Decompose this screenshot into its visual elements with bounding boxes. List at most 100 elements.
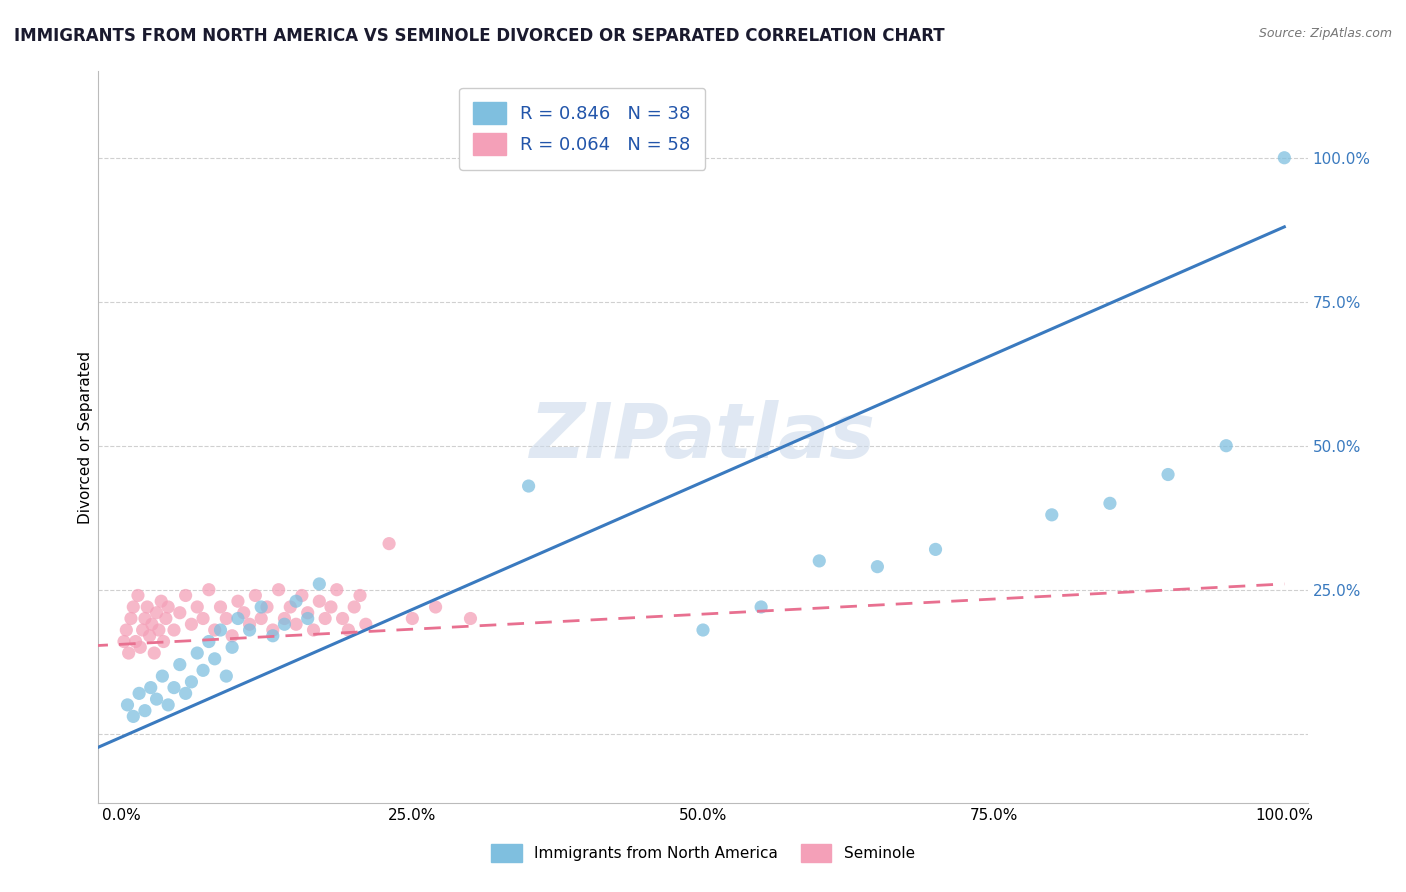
Point	[117, 698, 139, 712]
Y-axis label: Divorced or Separated: Divorced or Separated	[77, 351, 93, 524]
Point	[186, 599, 208, 614]
Point	[204, 623, 226, 637]
Point	[267, 582, 290, 597]
Point	[302, 623, 325, 637]
Point	[262, 629, 284, 643]
Point	[262, 623, 284, 637]
Point	[124, 634, 146, 648]
Point	[285, 594, 308, 608]
Point	[112, 634, 135, 648]
Point	[180, 617, 202, 632]
Point	[134, 704, 156, 718]
Point	[924, 542, 946, 557]
Point	[226, 611, 249, 625]
Point	[131, 623, 153, 637]
Point	[297, 611, 319, 625]
Point	[155, 611, 177, 625]
Point	[226, 594, 249, 608]
Point	[118, 646, 141, 660]
Point	[256, 599, 278, 614]
Point	[150, 669, 173, 683]
Point	[128, 686, 150, 700]
Point	[180, 674, 202, 689]
Point	[150, 594, 173, 608]
Point	[319, 599, 342, 614]
Point	[143, 646, 166, 660]
Point	[239, 617, 262, 632]
Point	[120, 611, 142, 625]
Legend: Immigrants from North America, Seminole: Immigrants from North America, Seminole	[485, 838, 921, 868]
Point	[215, 669, 238, 683]
Point	[129, 640, 152, 655]
Point	[273, 611, 295, 625]
Point	[1040, 508, 1063, 522]
Text: IMMIGRANTS FROM NORTH AMERICA VS SEMINOLE DIVORCED OR SEPARATED CORRELATION CHAR: IMMIGRANTS FROM NORTH AMERICA VS SEMINOL…	[14, 27, 945, 45]
Point	[273, 617, 295, 632]
Point	[145, 606, 167, 620]
Point	[221, 640, 243, 655]
Point	[866, 559, 889, 574]
Point	[215, 611, 238, 625]
Point	[401, 611, 423, 625]
Point	[209, 623, 232, 637]
Point	[174, 686, 197, 700]
Text: ZIPatlas: ZIPatlas	[530, 401, 876, 474]
Point	[378, 536, 401, 550]
Point	[157, 698, 180, 712]
Point	[343, 599, 366, 614]
Point	[332, 611, 354, 625]
Point	[122, 709, 145, 723]
Point	[136, 599, 159, 614]
Point	[314, 611, 336, 625]
Point	[239, 623, 262, 637]
Point	[297, 606, 319, 620]
Point	[186, 646, 208, 660]
Point	[198, 634, 221, 648]
Point	[169, 657, 191, 672]
Point	[349, 589, 371, 603]
Point	[232, 606, 254, 620]
Point	[163, 623, 186, 637]
Point	[354, 617, 377, 632]
Point	[209, 599, 232, 614]
Point	[191, 611, 214, 625]
Point	[285, 617, 308, 632]
Point	[198, 582, 221, 597]
Point	[245, 589, 267, 603]
Point	[1157, 467, 1180, 482]
Point	[250, 599, 273, 614]
Point	[191, 663, 214, 677]
Point	[291, 589, 314, 603]
Point	[157, 599, 180, 614]
Point	[326, 582, 349, 597]
Text: Source: ZipAtlas.com: Source: ZipAtlas.com	[1258, 27, 1392, 40]
Point	[278, 599, 301, 614]
Point	[148, 623, 170, 637]
Point	[1272, 151, 1295, 165]
Point	[808, 554, 831, 568]
Point	[308, 594, 330, 608]
Point	[145, 692, 167, 706]
Point	[425, 599, 447, 614]
Point	[163, 681, 186, 695]
Point	[138, 629, 160, 643]
Point	[221, 629, 243, 643]
Point	[122, 599, 145, 614]
Point	[115, 623, 138, 637]
Point	[337, 623, 360, 637]
Point	[169, 606, 191, 620]
Point	[141, 617, 163, 632]
Point	[127, 589, 149, 603]
Point	[152, 634, 174, 648]
Point	[174, 589, 197, 603]
Point	[134, 611, 156, 625]
Point	[139, 681, 162, 695]
Point	[460, 611, 482, 625]
Point	[749, 599, 772, 614]
Point	[692, 623, 714, 637]
Point	[1215, 439, 1237, 453]
Point	[1098, 496, 1121, 510]
Point	[204, 652, 226, 666]
Point	[308, 577, 330, 591]
Point	[250, 611, 273, 625]
